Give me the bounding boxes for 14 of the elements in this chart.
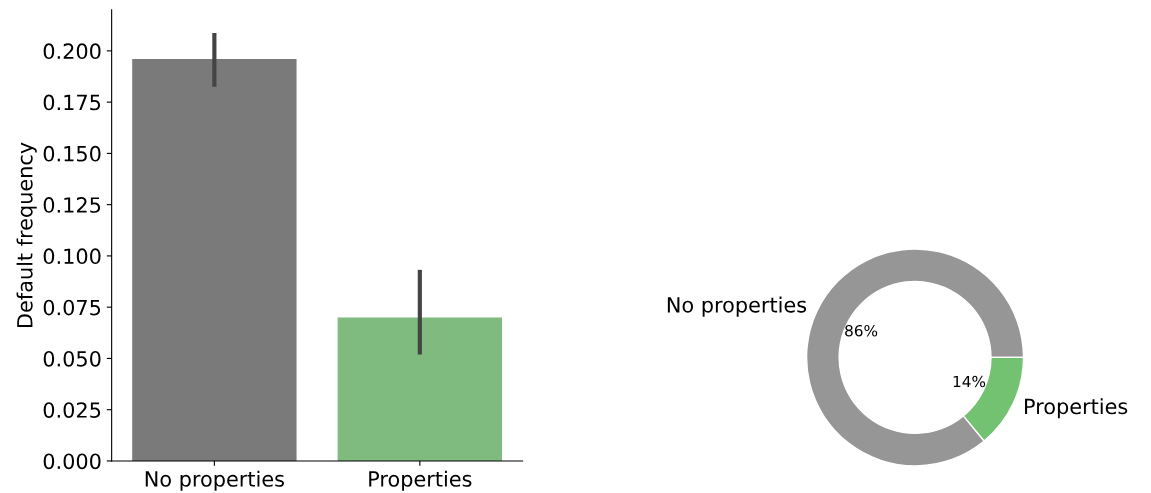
y-axis-title: Default frequency	[16, 142, 37, 327]
y-tick-label: 0.125	[43, 197, 101, 213]
y-tick-label: 0.200	[43, 43, 101, 60]
y-tick-label: 0.050	[43, 350, 101, 367]
slice-label: No properties	[667, 296, 807, 317]
y-tick-label: 0.150	[43, 145, 101, 162]
data-label: 14%	[953, 375, 986, 388]
y-tick-label: 0.025	[43, 402, 101, 418]
y-tick-label: 0.175	[43, 94, 101, 111]
y-tick-label: 0.000	[43, 453, 101, 470]
slice-label: Properties	[1025, 398, 1128, 419]
y-tick-label: 0.100	[43, 248, 101, 265]
data-label: 86%	[845, 324, 878, 337]
y-tick-label: 0.075	[43, 299, 101, 316]
